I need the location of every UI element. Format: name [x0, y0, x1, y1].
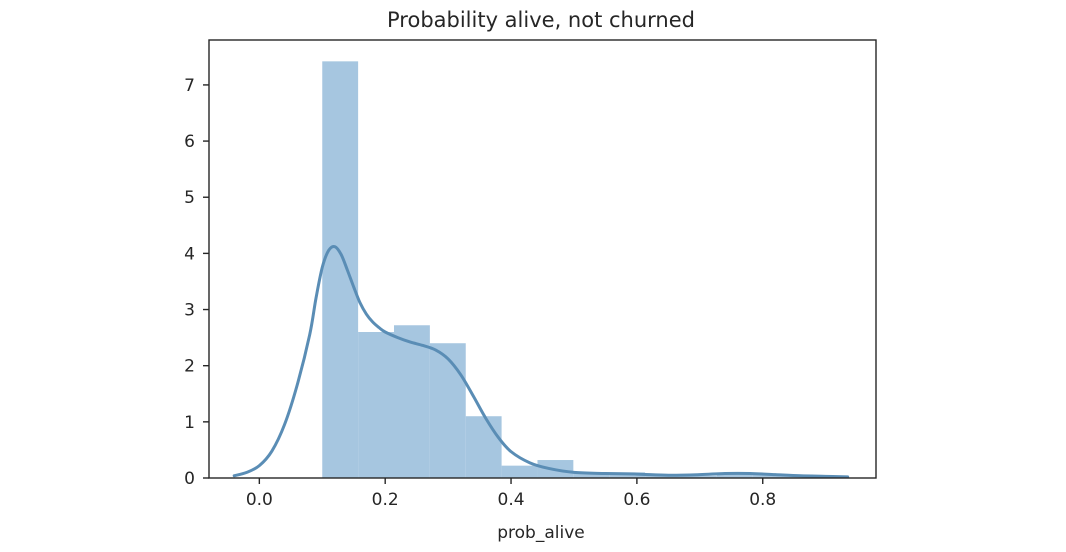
x-tick-label-1: 0.2: [372, 490, 399, 510]
kde-curve-layer: [232, 244, 850, 479]
histogram-bar-0: [322, 61, 359, 479]
histogram-bar-12: [752, 474, 789, 478]
y-tick-label-6: 6: [184, 132, 195, 152]
histogram-bar-11: [716, 472, 753, 478]
histogram-bars: [322, 61, 848, 479]
x-tick-label-0: 0.0: [246, 490, 273, 510]
kde-curve: [232, 244, 850, 479]
y-tick-label-7: 7: [184, 76, 195, 96]
histogram-bar-1: [358, 332, 394, 478]
histogram-bar-2: [394, 325, 430, 478]
histogram-bar-10: [680, 475, 717, 478]
x-tick-label-2: 0.4: [498, 490, 525, 510]
y-tick-label-4: 4: [184, 244, 195, 264]
chart-title: Probability alive, not churned: [387, 8, 695, 32]
histogram-bar-3: [429, 343, 466, 478]
y-tick-label-3: 3: [184, 301, 195, 321]
x-axis-label: prob_alive: [497, 523, 584, 543]
y-tick-label-0: 0: [184, 469, 195, 489]
plot-frame: [208, 39, 877, 479]
histogram-bar-5: [501, 465, 538, 478]
y-tick-label-1: 1: [184, 413, 195, 433]
histogram-bar-4: [465, 416, 502, 478]
x-tick-label-3: 0.6: [623, 490, 650, 510]
y-tick-label-5: 5: [184, 188, 195, 208]
histogram-bar-7: [573, 472, 610, 478]
y-tick-label-2: 2: [184, 357, 195, 377]
tick-marks: 0.0 0.2 0.4 0.6 0.8 0 1 2 3 4 5 6 7: [184, 76, 776, 510]
axes: [208, 39, 877, 479]
x-tick-label-4: 0.8: [749, 490, 776, 510]
